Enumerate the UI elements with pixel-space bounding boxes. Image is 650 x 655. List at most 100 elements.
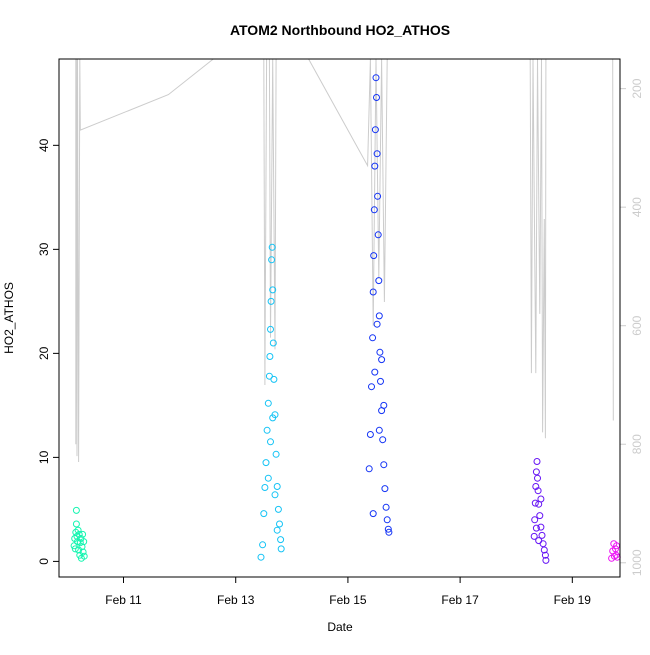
data-point (369, 334, 377, 342)
data-point (74, 526, 82, 534)
right-tick-label: 600 (630, 315, 644, 335)
data-point (265, 372, 273, 380)
data-point (541, 551, 549, 559)
y-tick-label: 0 (37, 558, 51, 565)
data-point (536, 512, 544, 520)
data-point (76, 539, 84, 547)
data-point (369, 288, 377, 296)
data-point (532, 524, 540, 532)
data-point (272, 450, 280, 458)
chart-title: ATOM2 Northbound HO2_ATHOS (230, 22, 450, 38)
data-point (264, 399, 272, 407)
x-tick-label: Feb 15 (329, 593, 367, 607)
data-point (534, 487, 542, 495)
data-point (534, 474, 541, 482)
data-point (268, 256, 276, 264)
data-point (371, 368, 379, 376)
data-point (538, 531, 546, 539)
data-point (535, 537, 543, 545)
data-point (540, 546, 548, 554)
right-tick-label: 1000 (630, 549, 644, 576)
data-point (379, 436, 387, 444)
data-point (80, 552, 88, 560)
data-point (542, 556, 550, 564)
data-point (370, 206, 378, 214)
data-point (385, 528, 393, 536)
data-point (72, 528, 80, 536)
x-tick-label: Feb 17 (441, 593, 479, 607)
x-tick-label: Feb 19 (554, 593, 592, 607)
data-point (532, 483, 540, 490)
data-point (383, 516, 391, 524)
data-point (267, 438, 274, 446)
data-point (531, 499, 539, 507)
pressure-trace-layer (75, 58, 614, 463)
data-point (533, 458, 541, 465)
data-point (370, 252, 378, 260)
data-point (260, 510, 268, 518)
data-point (269, 339, 277, 347)
data-point (374, 231, 382, 239)
data-point (380, 461, 388, 469)
data-point (365, 465, 373, 473)
y-tick-label: 40 (37, 138, 51, 152)
data-point (530, 532, 538, 540)
data-point (377, 377, 384, 385)
data-point (277, 536, 285, 544)
data-point (273, 483, 281, 490)
data-point (269, 286, 277, 294)
data-point (261, 484, 269, 491)
data-point (79, 548, 87, 556)
plot-frame (58, 58, 621, 578)
data-point (369, 510, 377, 518)
data-point (79, 530, 87, 538)
right-tick-label: 200 (630, 78, 644, 98)
points-layer (70, 74, 621, 564)
data-point (270, 375, 278, 383)
data-point (376, 348, 384, 356)
y-tick-label: 10 (37, 450, 51, 464)
data-point (537, 523, 545, 531)
pressure-trace-line (75, 58, 614, 463)
data-point (531, 516, 539, 524)
data-point (373, 150, 381, 158)
data-point (371, 162, 379, 170)
data-point (273, 526, 281, 534)
x-tick-label: Feb 11 (105, 593, 142, 607)
data-point (274, 505, 282, 513)
data-point (373, 94, 380, 101)
data-point (277, 545, 285, 553)
data-point (80, 538, 88, 546)
data-point (375, 312, 383, 320)
y-tick-label: 30 (37, 242, 51, 256)
data-point (371, 126, 379, 134)
data-point (532, 468, 540, 476)
y-tick-label: 20 (37, 346, 51, 360)
data-point (269, 414, 277, 422)
data-point (262, 459, 270, 467)
data-point (267, 325, 274, 333)
data-point (375, 426, 383, 434)
data-point (264, 474, 272, 482)
data-point (271, 491, 279, 499)
data-point (381, 485, 389, 493)
data-point (75, 530, 83, 538)
right-tick-label: 800 (630, 434, 644, 454)
data-point (537, 495, 545, 503)
data-point (373, 320, 381, 328)
data-point (374, 192, 382, 200)
data-point (72, 506, 80, 514)
data-point (259, 541, 267, 549)
data-point (71, 545, 79, 553)
data-point (380, 401, 388, 409)
right-tick-label: 400 (630, 197, 644, 217)
data-point (366, 431, 374, 438)
data-point (257, 553, 265, 561)
data-point (267, 297, 275, 305)
axes-layer: 0 10 20 30 40 Feb 11 Feb 13 Feb 15 Feb 17 Feb 19 2… (37, 78, 644, 607)
data-point (384, 525, 392, 533)
data-point (70, 542, 78, 550)
data-point (375, 277, 383, 285)
